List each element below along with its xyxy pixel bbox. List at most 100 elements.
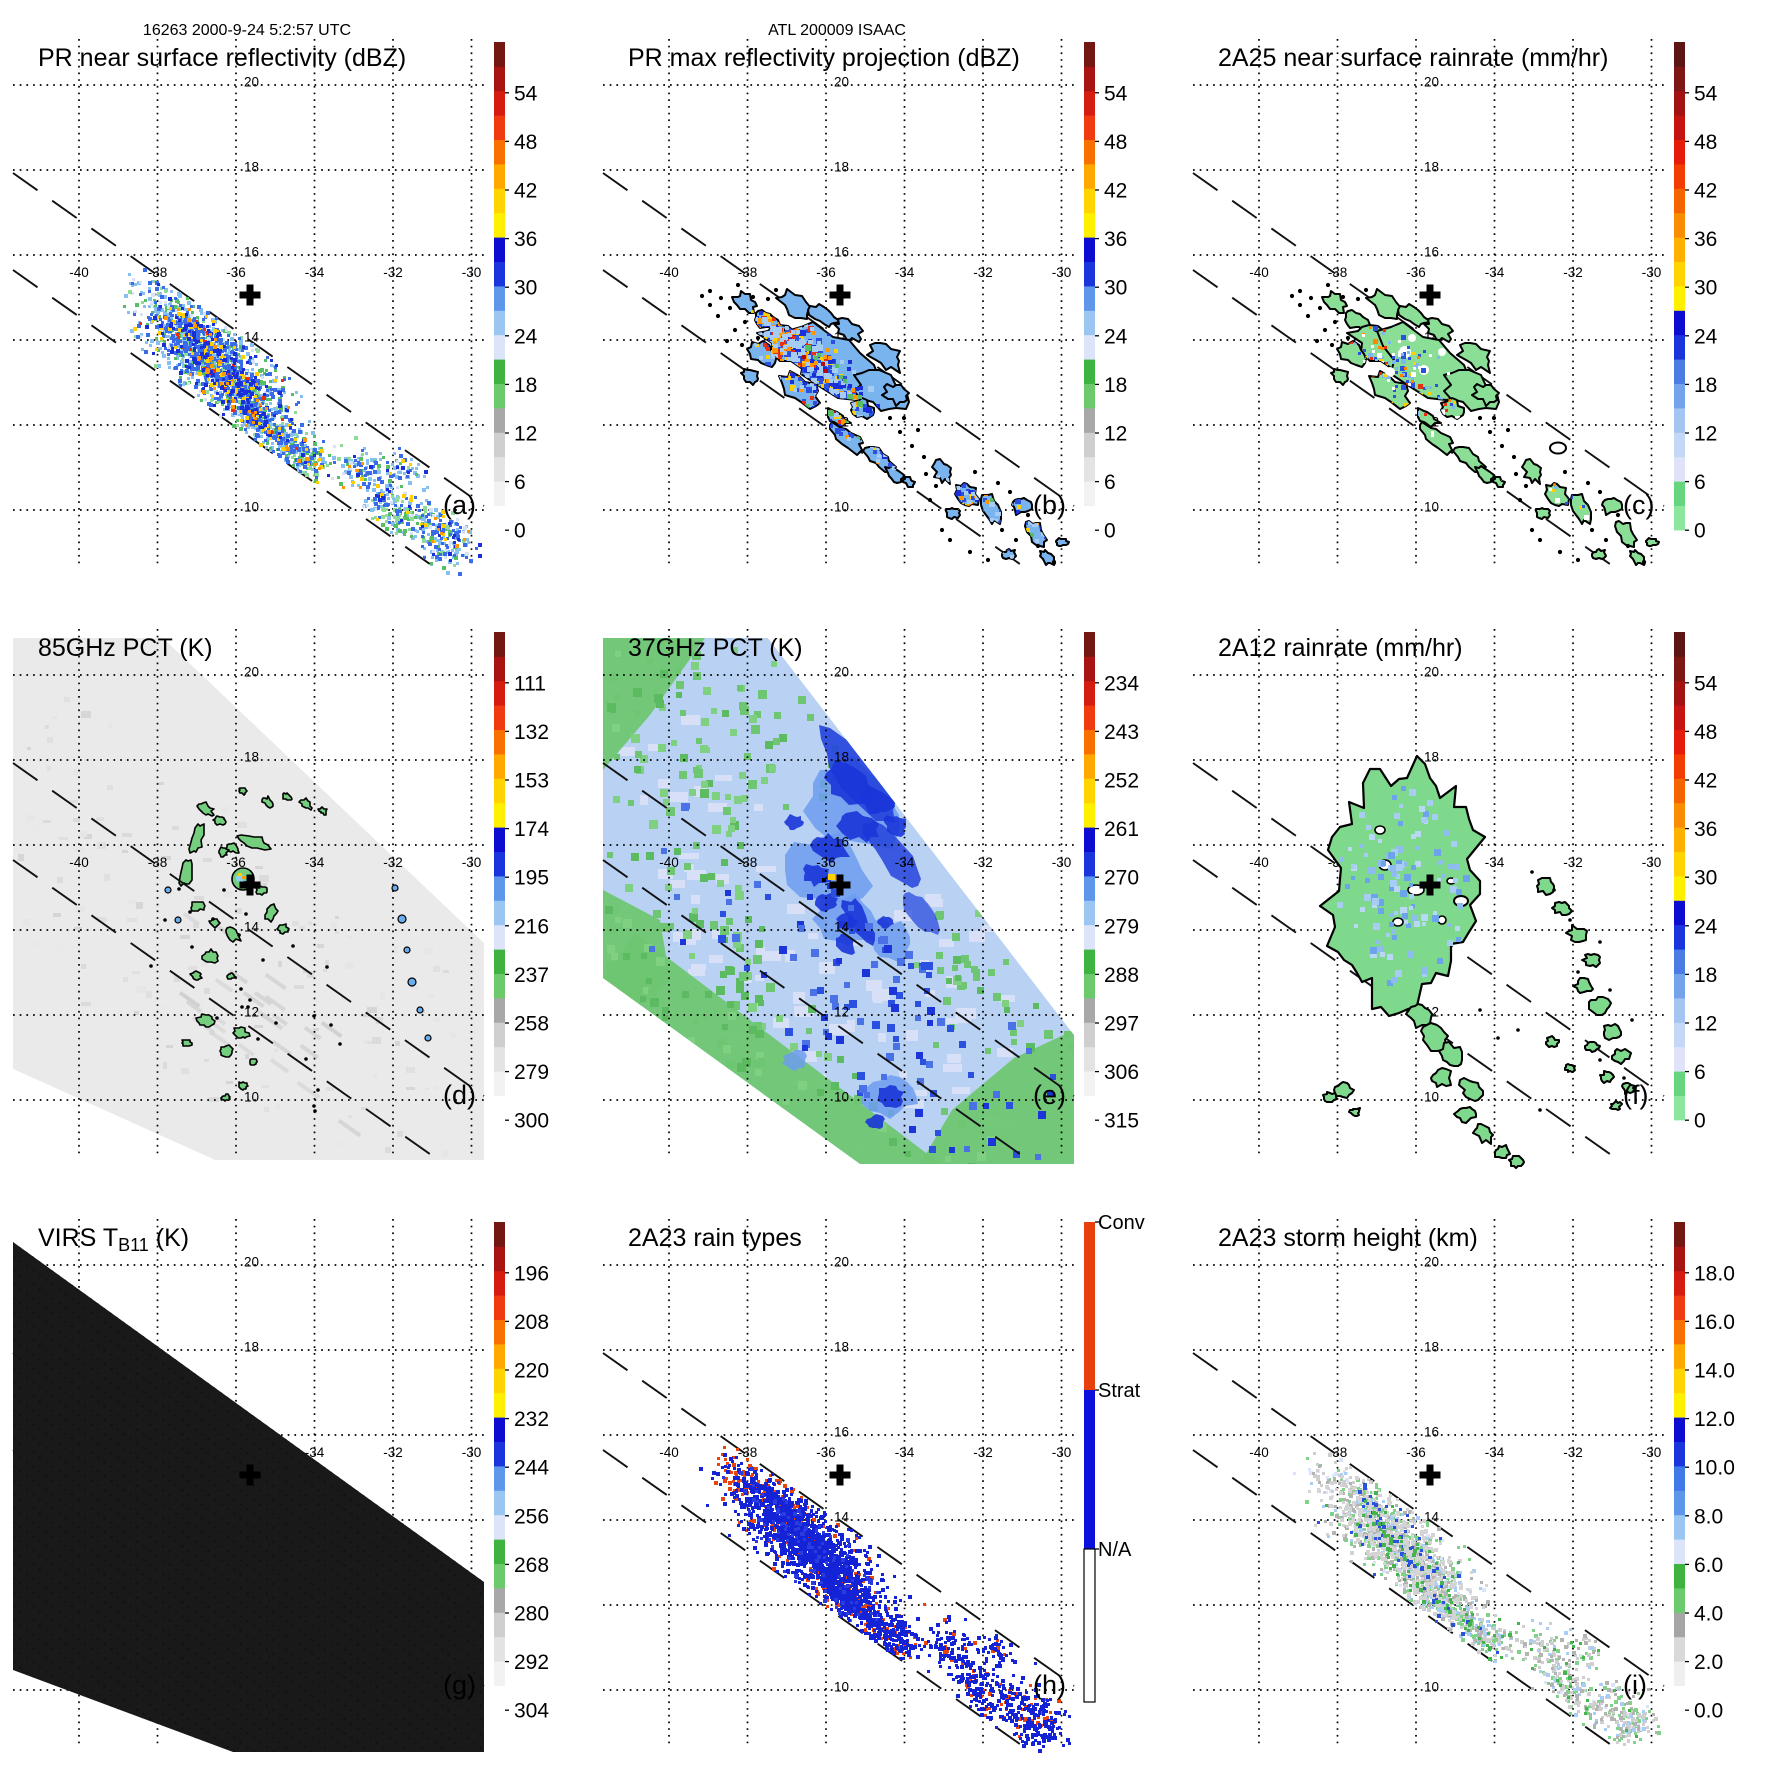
svg-text:18: 18 bbox=[1424, 1340, 1439, 1355]
svg-text:-36: -36 bbox=[1406, 1445, 1426, 1460]
svg-text:6.0: 6.0 bbox=[1694, 1554, 1723, 1577]
svg-text:54: 54 bbox=[514, 82, 538, 105]
svg-text:-34: -34 bbox=[895, 855, 915, 870]
svg-text:-34: -34 bbox=[895, 1445, 915, 1460]
svg-text:42: 42 bbox=[1694, 180, 1717, 203]
svg-text:132: 132 bbox=[514, 721, 549, 744]
svg-text:220: 220 bbox=[514, 1360, 549, 1383]
svg-text:20: 20 bbox=[244, 665, 259, 680]
svg-text:232: 232 bbox=[514, 1408, 549, 1431]
svg-text:(d): (d) bbox=[443, 1080, 476, 1110]
svg-text:14: 14 bbox=[834, 1510, 850, 1525]
svg-text:30: 30 bbox=[1694, 277, 1717, 300]
svg-text:18: 18 bbox=[1104, 374, 1127, 397]
svg-text:Strat: Strat bbox=[1098, 1380, 1141, 1402]
svg-text:2A12 rainrate (mm/hr): 2A12 rainrate (mm/hr) bbox=[1218, 634, 1463, 662]
svg-text:VIRS TB11 (K): VIRS TB11 (K) bbox=[38, 1224, 189, 1255]
svg-text:20: 20 bbox=[834, 1255, 849, 1270]
svg-text:243: 243 bbox=[1104, 721, 1139, 744]
svg-text:-40: -40 bbox=[69, 855, 89, 870]
svg-text:-36: -36 bbox=[816, 855, 836, 870]
svg-text:18: 18 bbox=[244, 750, 259, 765]
svg-text:42: 42 bbox=[1104, 180, 1127, 203]
svg-text:-36: -36 bbox=[1406, 265, 1426, 280]
svg-text:42: 42 bbox=[514, 180, 537, 203]
svg-text:24: 24 bbox=[1694, 915, 1718, 938]
svg-text:268: 268 bbox=[514, 1554, 549, 1577]
svg-text:-32: -32 bbox=[383, 855, 403, 870]
svg-text:279: 279 bbox=[1104, 915, 1139, 938]
svg-text:234: 234 bbox=[1104, 672, 1139, 695]
svg-text:14: 14 bbox=[244, 330, 260, 345]
svg-text:16: 16 bbox=[1424, 245, 1439, 260]
svg-text:-32: -32 bbox=[383, 1445, 403, 1460]
svg-text:20: 20 bbox=[244, 1255, 259, 1270]
svg-text:16: 16 bbox=[244, 245, 259, 260]
svg-text:-40: -40 bbox=[659, 1445, 679, 1460]
svg-text:-38: -38 bbox=[738, 1445, 758, 1460]
svg-text:270: 270 bbox=[1104, 867, 1139, 890]
svg-text:14: 14 bbox=[834, 920, 850, 935]
svg-text:-38: -38 bbox=[1328, 1445, 1348, 1460]
svg-text:18: 18 bbox=[834, 750, 849, 765]
svg-text:42: 42 bbox=[1694, 770, 1717, 793]
svg-text:36: 36 bbox=[514, 228, 537, 251]
svg-text:195: 195 bbox=[514, 867, 549, 890]
svg-text:(a): (a) bbox=[443, 490, 476, 520]
svg-text:-30: -30 bbox=[1052, 265, 1072, 280]
svg-text:-40: -40 bbox=[659, 855, 679, 870]
svg-text:12: 12 bbox=[834, 1005, 849, 1020]
svg-text:48: 48 bbox=[1104, 131, 1127, 154]
svg-text:16: 16 bbox=[834, 1425, 849, 1440]
svg-text:-32: -32 bbox=[973, 1445, 993, 1460]
svg-text:174: 174 bbox=[514, 818, 549, 841]
svg-text:-32: -32 bbox=[973, 855, 993, 870]
svg-text:24: 24 bbox=[1104, 325, 1128, 348]
svg-text:196: 196 bbox=[514, 1262, 549, 1285]
svg-text:(i): (i) bbox=[1623, 1670, 1647, 1700]
svg-text:0: 0 bbox=[1694, 520, 1706, 543]
svg-text:2A23 rain types: 2A23 rain types bbox=[628, 1224, 802, 1252]
svg-text:18: 18 bbox=[244, 160, 259, 175]
svg-text:24: 24 bbox=[514, 325, 538, 348]
svg-text:-30: -30 bbox=[1052, 1445, 1072, 1460]
svg-text:-38: -38 bbox=[148, 265, 168, 280]
svg-text:18: 18 bbox=[834, 1340, 849, 1355]
svg-text:12: 12 bbox=[1694, 423, 1717, 446]
svg-text:-40: -40 bbox=[659, 265, 679, 280]
svg-text:20: 20 bbox=[1424, 1255, 1439, 1270]
svg-text:18: 18 bbox=[1424, 160, 1439, 175]
svg-text:(g): (g) bbox=[443, 1670, 476, 1700]
svg-text:10: 10 bbox=[834, 1680, 849, 1695]
svg-text:10: 10 bbox=[244, 500, 259, 515]
svg-text:-32: -32 bbox=[973, 265, 993, 280]
svg-text:54: 54 bbox=[1694, 672, 1718, 695]
svg-text:-32: -32 bbox=[1563, 265, 1583, 280]
svg-text:18: 18 bbox=[1424, 750, 1439, 765]
svg-text:292: 292 bbox=[514, 1651, 549, 1674]
svg-text:-36: -36 bbox=[226, 855, 246, 870]
svg-text:-34: -34 bbox=[1485, 1445, 1505, 1460]
svg-text:8.0: 8.0 bbox=[1694, 1505, 1723, 1528]
svg-text:-38: -38 bbox=[1328, 265, 1348, 280]
svg-text:(c): (c) bbox=[1623, 490, 1654, 520]
svg-text:16: 16 bbox=[834, 835, 849, 850]
svg-text:-40: -40 bbox=[1249, 855, 1269, 870]
svg-text:244: 244 bbox=[514, 1457, 549, 1480]
svg-text:14.0: 14.0 bbox=[1694, 1360, 1735, 1383]
svg-text:0: 0 bbox=[514, 520, 526, 543]
svg-text:280: 280 bbox=[514, 1603, 549, 1626]
svg-text:10: 10 bbox=[244, 1090, 259, 1105]
svg-text:-34: -34 bbox=[1485, 855, 1505, 870]
svg-text:ATL 200009 ISAAC: ATL 200009 ISAAC bbox=[768, 22, 906, 39]
svg-text:54: 54 bbox=[1104, 82, 1128, 105]
svg-text:16.0: 16.0 bbox=[1694, 1311, 1735, 1334]
svg-text:10: 10 bbox=[834, 500, 849, 515]
svg-text:-40: -40 bbox=[1249, 265, 1269, 280]
svg-text:-34: -34 bbox=[305, 855, 325, 870]
svg-text:237: 237 bbox=[514, 964, 549, 987]
svg-text:153: 153 bbox=[514, 770, 549, 793]
svg-text:258: 258 bbox=[514, 1013, 549, 1036]
svg-text:PR near surface reflectivity (: PR near surface reflectivity (dBZ) bbox=[38, 44, 406, 72]
svg-text:300: 300 bbox=[514, 1110, 549, 1133]
